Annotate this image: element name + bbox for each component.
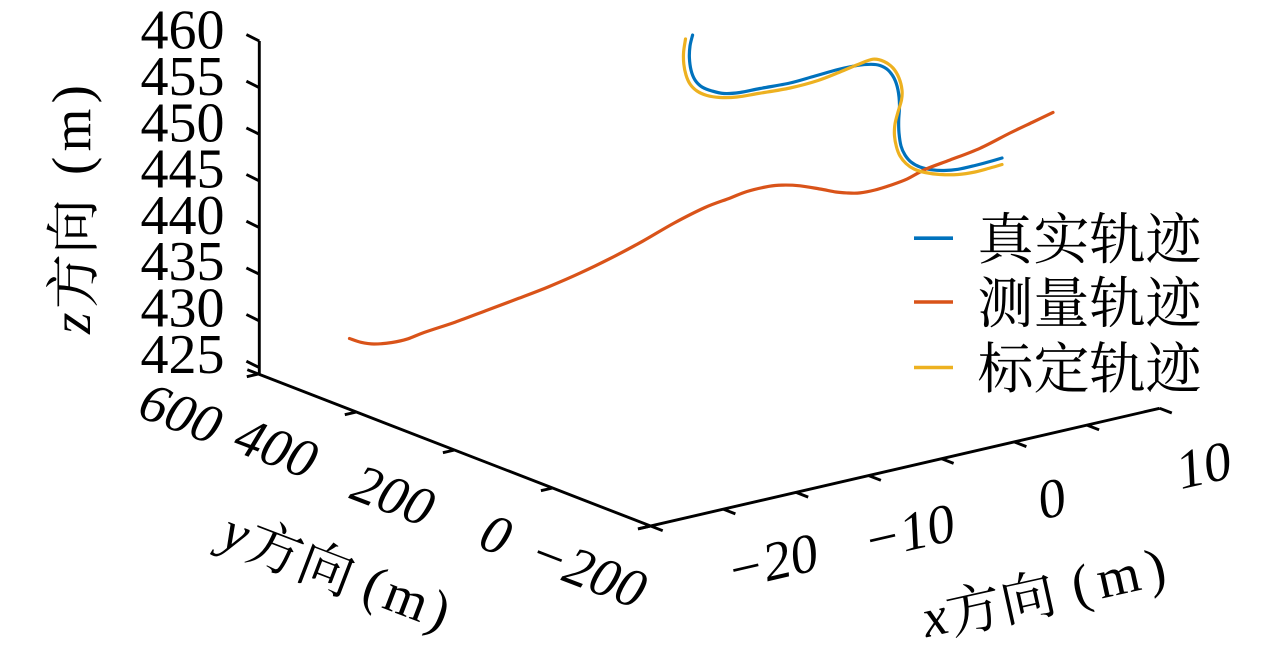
svg-text:450: 450 [141,92,225,154]
svg-text:10: 10 [1170,429,1237,501]
svg-text:440: 440 [141,185,225,247]
svg-text:(m): (m) [41,85,102,175]
svg-text:445: 445 [141,139,225,201]
svg-text:435: 435 [141,231,225,293]
svg-text:425: 425 [141,324,225,386]
svg-text:z: z [41,313,102,335]
svg-text:455: 455 [141,46,225,108]
svg-text:460: 460 [141,0,225,62]
svg-text:430: 430 [141,278,225,340]
